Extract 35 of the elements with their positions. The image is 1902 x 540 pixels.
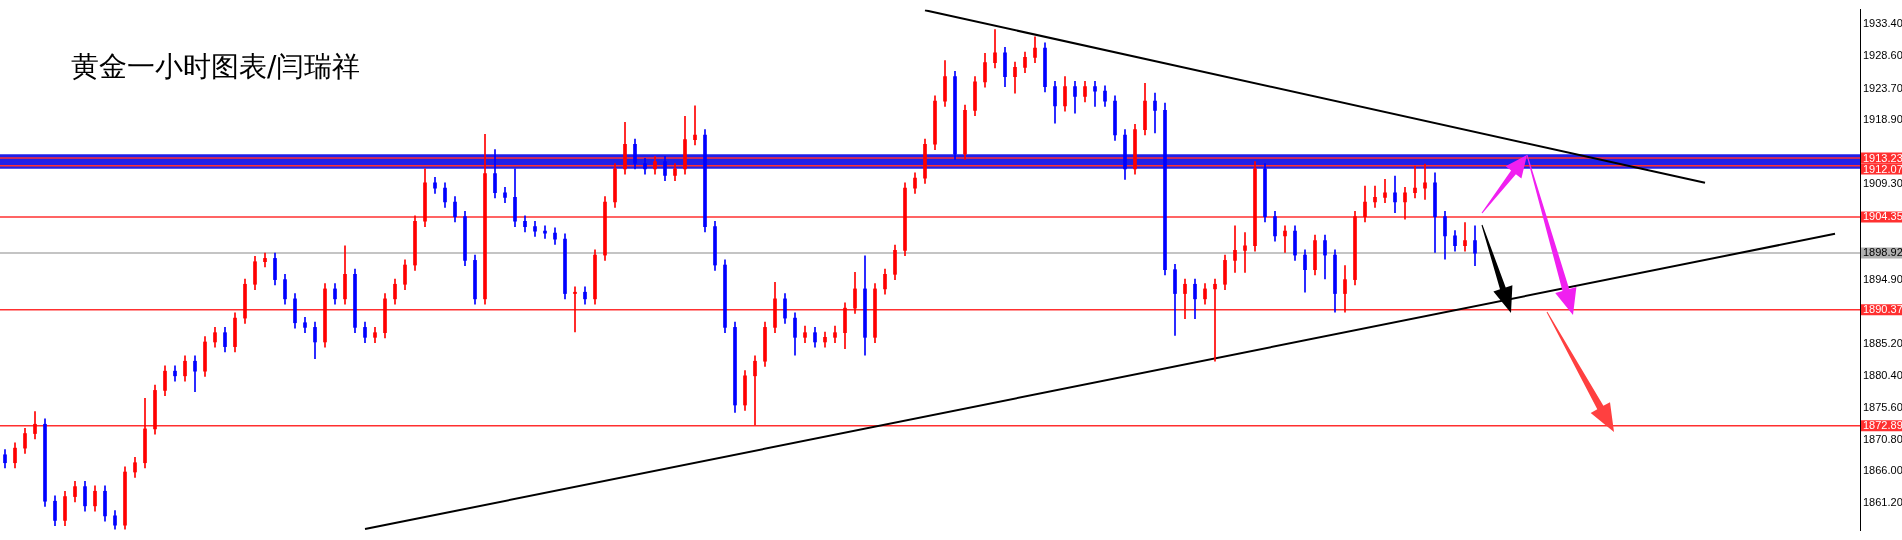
ref-line-label: 1912.07 <box>1863 162 1902 175</box>
candlestick <box>1373 185 1377 208</box>
candlestick <box>1213 278 1217 362</box>
ref-line-label: 1913.23 <box>1863 151 1902 164</box>
candlestick <box>1283 225 1287 253</box>
candlestick <box>1413 165 1417 199</box>
candlestick <box>693 105 697 146</box>
candlestick <box>573 286 577 333</box>
candlestick <box>1183 278 1187 320</box>
candlestick <box>1463 222 1467 252</box>
y-tick-label: 1909.30 <box>1863 177 1902 190</box>
y-tick-label: 1885.20 <box>1863 337 1902 349</box>
candlestick <box>1383 179 1387 203</box>
y-tick-label: 1875.60 <box>1863 400 1902 413</box>
y-tick-label: 1894.90 <box>1863 272 1902 285</box>
candlestick <box>1423 163 1427 200</box>
ref-line-label: 1904.35 <box>1863 210 1902 223</box>
candlestick <box>543 225 547 239</box>
ref-line-label: 1872.89 <box>1863 419 1902 432</box>
text: 黄金一小时图表/闫瑞祥 <box>71 49 361 85</box>
ref-line-label: 1890.37 <box>1863 303 1902 316</box>
candlestick <box>1243 232 1247 273</box>
y-tick-label: 1870.80 <box>1863 432 1902 445</box>
y-tick-label: 1928.60 <box>1863 49 1902 62</box>
y-tick-label: 1866.00 <box>1863 464 1902 477</box>
ref-line-label: 1898.92 <box>1863 246 1902 259</box>
candlestick <box>1233 225 1237 273</box>
y-tick-label: 1918.90 <box>1863 113 1902 126</box>
y-tick-label: 1923.70 <box>1863 81 1902 94</box>
y-tick-label: 1861.20 <box>1863 496 1902 509</box>
y-tick-label: 1933.40 <box>1863 17 1902 30</box>
candlestick <box>1093 80 1097 107</box>
candlestick <box>753 355 757 426</box>
y-tick-label: 1880.40 <box>1863 368 1902 381</box>
candlestick <box>1153 92 1157 134</box>
